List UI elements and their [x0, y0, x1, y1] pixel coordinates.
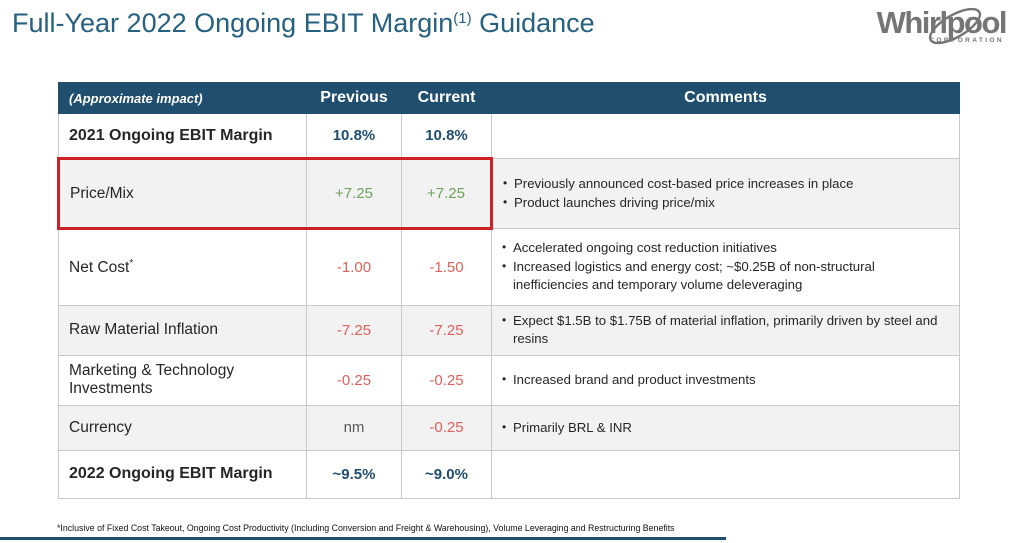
footer-rule — [0, 537, 726, 540]
current-value: +7.25 — [401, 157, 493, 230]
previous-value: ~9.5% — [306, 449, 402, 499]
row-label: 2022 Ongoing EBIT Margin — [58, 449, 307, 499]
comments-cell: Primarily BRL & INR — [491, 404, 960, 451]
ebit-margin-guidance-table: (Approximate impact) Previous Current Co… — [57, 82, 960, 499]
whirlpool-logo: Whirlpool CORPORATION — [836, 5, 1008, 45]
table-row-currency: Currency nm -0.25 Primarily BRL & INR — [58, 404, 960, 451]
comment-bullet: Primarily BRL & INR — [502, 419, 949, 437]
comments-cell — [491, 113, 960, 159]
current-value: -0.25 — [401, 404, 492, 451]
comments-cell: Expect $1.5B to $1.75B of material infla… — [491, 305, 960, 356]
row-label: Raw Material Inflation — [58, 305, 307, 356]
row-label: Price/Mix — [57, 157, 307, 230]
comment-bullet: Increased brand and product investments — [502, 371, 949, 389]
comment-bullet: Product launches driving price/mix — [503, 194, 949, 212]
table-row-marketing-technology-investments: Marketing & Technology Investments -0.25… — [58, 354, 960, 406]
table-row-price-mix: Price/Mix +7.25 +7.25 Previously announc… — [57, 157, 960, 230]
current-value: 10.8% — [401, 113, 492, 159]
row-label-text: Net Cost — [69, 259, 130, 276]
table-row-net-cost: Net Cost* -1.00 -1.50 Accelerated ongoin… — [58, 228, 960, 306]
table-row-raw-material-inflation: Raw Material Inflation -7.25 -7.25 Expec… — [58, 305, 960, 356]
table-header-row: (Approximate impact) Previous Current Co… — [58, 82, 960, 114]
previous-value: +7.25 — [306, 157, 402, 230]
previous-value: 10.8% — [306, 113, 402, 159]
previous-value: -7.25 — [306, 305, 402, 356]
current-value: -0.25 — [401, 354, 492, 406]
table-row-2022-ongoing-ebit-margin: 2022 Ongoing EBIT Margin ~9.5% ~9.0% — [58, 449, 960, 499]
current-value: -1.50 — [401, 228, 492, 306]
title-footnote-ref: (1) — [453, 10, 472, 27]
title-text: Full-Year 2022 Ongoing EBIT Margin — [12, 8, 454, 38]
page-title: Full-Year 2022 Ongoing EBIT Margin(1) Gu… — [12, 8, 595, 39]
comments-cell: Accelerated ongoing cost reduction initi… — [491, 228, 960, 306]
comments-cell: Previously announced cost-based price in… — [491, 158, 960, 229]
current-value: ~9.0% — [401, 449, 492, 499]
footnote: *Inclusive of Fixed Cost Takeout, Ongoin… — [57, 523, 675, 533]
row-label: Marketing & Technology Investments — [58, 354, 307, 406]
row-label: Net Cost* — [58, 228, 307, 306]
comments-cell — [491, 449, 960, 499]
current-value: -7.25 — [401, 305, 492, 356]
comment-list: Previously announced cost-based price in… — [503, 175, 949, 212]
row-label-asterisk: * — [129, 258, 134, 269]
comment-bullet: Increased logistics and energy cost; ~$0… — [502, 258, 949, 295]
previous-value: -0.25 — [306, 354, 402, 406]
row-label: 2021 Ongoing EBIT Margin — [58, 113, 307, 159]
comment-list: Expect $1.5B to $1.75B of material infla… — [502, 312, 949, 349]
comments-cell: Increased brand and product investments — [491, 354, 960, 406]
header-previous: Previous — [306, 82, 402, 114]
row-label: Currency — [58, 404, 307, 451]
header-current: Current — [401, 82, 492, 114]
comment-bullet: Expect $1.5B to $1.75B of material infla… — [502, 312, 949, 349]
previous-value: nm — [306, 404, 402, 451]
table-row-2021-ongoing-ebit-margin: 2021 Ongoing EBIT Margin 10.8% 10.8% — [58, 113, 960, 159]
header-comments: Comments — [491, 82, 960, 114]
comment-bullet: Previously announced cost-based price in… — [503, 175, 949, 193]
comment-bullet: Accelerated ongoing cost reduction initi… — [502, 239, 949, 257]
logo-wordmark: Whirlpool — [876, 5, 1008, 40]
comment-list: Primarily BRL & INR — [502, 419, 949, 437]
title-suffix: Guidance — [471, 8, 595, 38]
comment-list: Increased brand and product investments — [502, 371, 949, 389]
comment-list: Accelerated ongoing cost reduction initi… — [502, 239, 949, 294]
header-approximate-impact: (Approximate impact) — [58, 82, 307, 114]
previous-value: -1.00 — [306, 228, 402, 306]
